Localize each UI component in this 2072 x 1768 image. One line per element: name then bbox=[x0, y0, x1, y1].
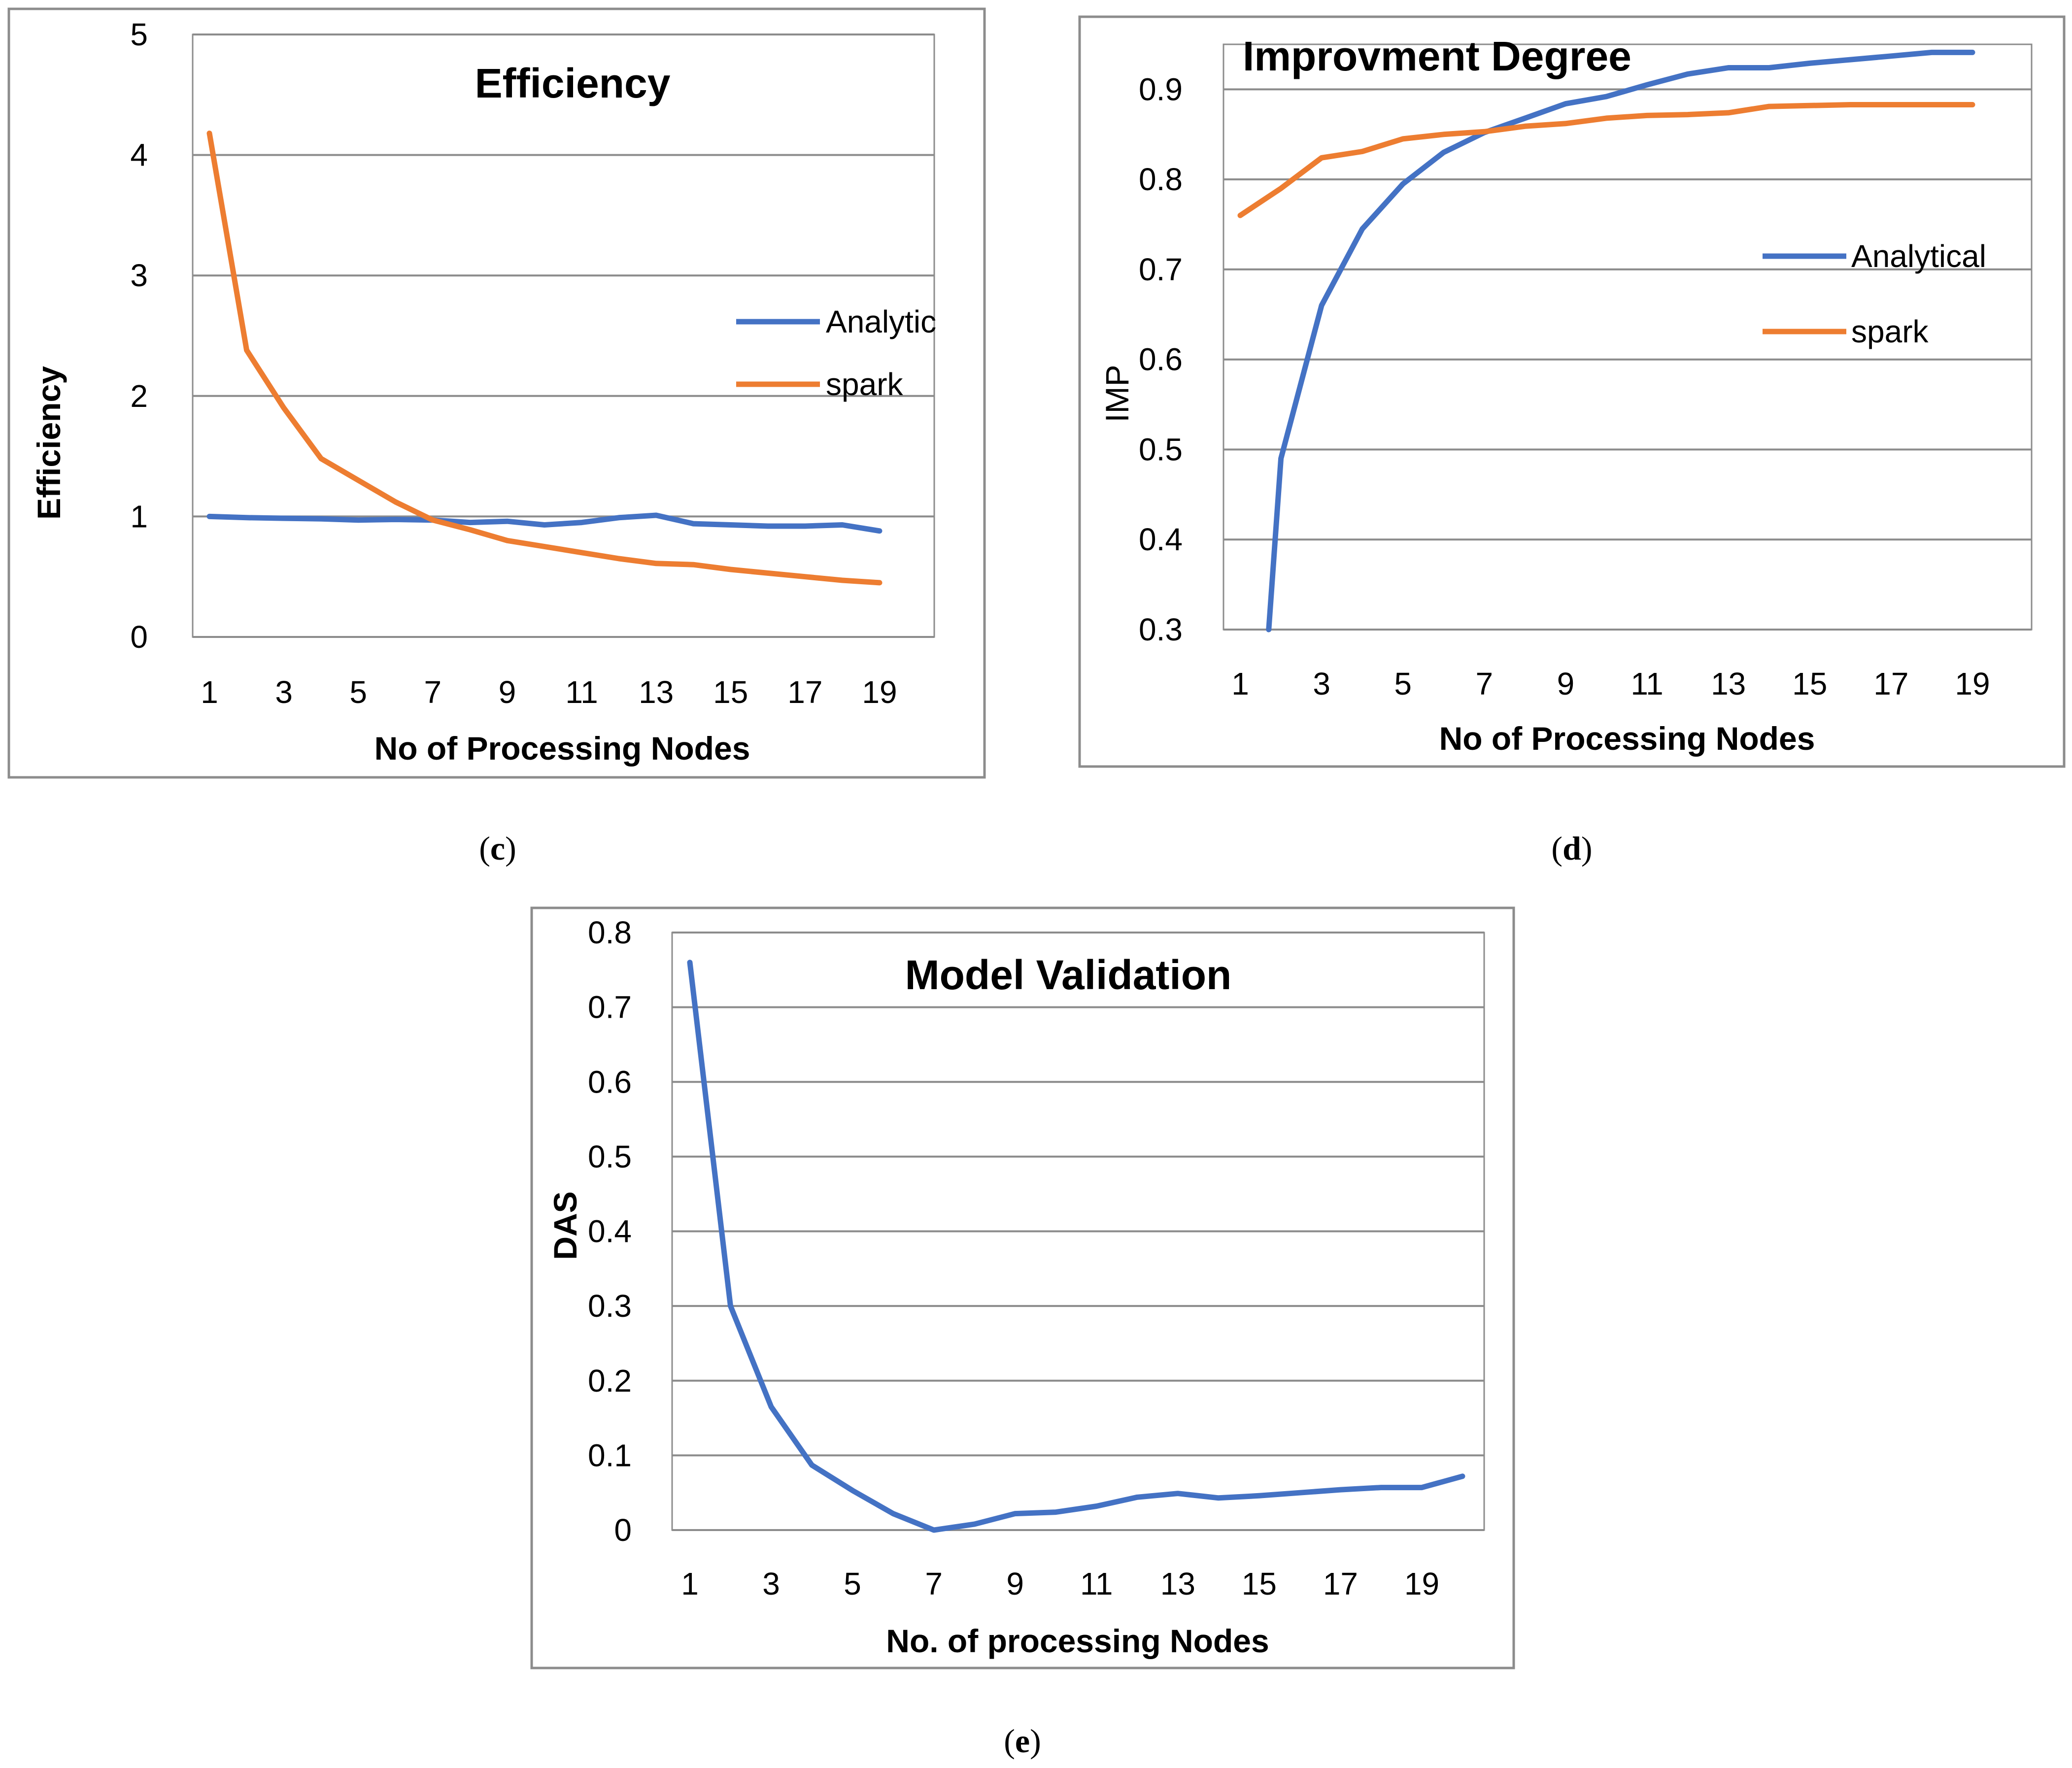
y-tick-label: 1 bbox=[130, 499, 148, 534]
svg-text:(e): (e) bbox=[1004, 1722, 1041, 1760]
x-tick-label: 1 bbox=[1231, 666, 1249, 701]
x-tick-label: 15 bbox=[1242, 1566, 1277, 1601]
x-tick-label: 19 bbox=[1404, 1566, 1439, 1601]
x-tick-label: 5 bbox=[1394, 666, 1412, 701]
x-tick-label: 7 bbox=[424, 674, 442, 710]
improvement-chart-title: Improvment Degree bbox=[1243, 33, 1631, 79]
x-tick-label: 11 bbox=[565, 674, 598, 710]
improvement-degree-chart-panel: 0.30.40.50.60.70.80.9 1 3 5 7 9 11 13 15 17 19 Im… bbox=[1078, 15, 2066, 768]
x-tick-label: 17 bbox=[1323, 1566, 1358, 1601]
x-tick-label: 7 bbox=[1476, 666, 1494, 701]
x-tick-label: 5 bbox=[844, 1566, 861, 1601]
efficiency-y-axis-label: Efficiency bbox=[31, 366, 67, 520]
y-tick-label: 0 bbox=[614, 1512, 632, 1548]
y-tick-label: 0.3 bbox=[1139, 612, 1183, 647]
model-validation-chart-title: Model Validation bbox=[905, 952, 1232, 998]
y-tick-label: 0.5 bbox=[588, 1139, 632, 1174]
series-line-das bbox=[687, 960, 1465, 1533]
y-tick-label: 2 bbox=[130, 378, 148, 414]
y-tick-label: 4 bbox=[130, 137, 148, 173]
x-tick-label: 1 bbox=[681, 1566, 699, 1601]
legend-spark-label-d: spark bbox=[1851, 314, 1929, 349]
x-tick-label: 15 bbox=[1792, 666, 1827, 701]
efficiency-x-axis-label: No of Processing Nodes bbox=[374, 730, 750, 767]
panel-d-frame bbox=[1078, 15, 2066, 768]
x-tick-label: 11 bbox=[1080, 1566, 1113, 1601]
x-tick-label: 3 bbox=[1313, 666, 1330, 701]
improvement-legend: Analytical spark bbox=[1763, 238, 1986, 349]
svg-text:(c): (c) bbox=[479, 830, 516, 867]
x-tick-label: 17 bbox=[787, 674, 822, 710]
y-tick-label: 0.8 bbox=[1139, 162, 1183, 197]
caption-d-letter: d bbox=[1562, 830, 1581, 867]
x-tick-label: 19 bbox=[1955, 666, 1990, 701]
caption-d: (d) bbox=[1551, 830, 1592, 867]
x-tick-label: 19 bbox=[862, 674, 897, 710]
improvement-y-axis-label: IMP bbox=[1099, 365, 1135, 422]
legend-analytic-label: Analytic bbox=[826, 304, 936, 339]
x-tick-label: 9 bbox=[1557, 666, 1575, 701]
x-tick-label: 9 bbox=[499, 674, 516, 710]
x-tick-label: 17 bbox=[1873, 666, 1908, 701]
x-tick-label: 7 bbox=[925, 1566, 943, 1601]
y-tick-label: 0.6 bbox=[588, 1064, 632, 1100]
y-tick-label: 0.3 bbox=[588, 1288, 632, 1324]
caption-e-letter: e bbox=[1015, 1722, 1030, 1760]
y-tick-label: 0.5 bbox=[1139, 432, 1183, 467]
x-tick-label: 1 bbox=[201, 674, 218, 710]
y-tick-label: 0.2 bbox=[588, 1363, 632, 1399]
x-tick-label: 3 bbox=[275, 674, 293, 710]
legend-spark-label: spark bbox=[826, 367, 904, 402]
y-tick-label: 0.7 bbox=[588, 990, 632, 1025]
y-tick-label: 5 bbox=[130, 17, 148, 52]
efficiency-chart-title: Efficiency bbox=[475, 60, 671, 106]
y-tick-label: 3 bbox=[130, 258, 148, 293]
x-tick-label: 15 bbox=[713, 674, 748, 710]
x-tick-label: 13 bbox=[639, 674, 674, 710]
x-tick-label: 3 bbox=[762, 1566, 780, 1601]
caption-e: (e) bbox=[1004, 1722, 1041, 1760]
caption-c: (c) bbox=[479, 830, 516, 867]
panel-e-frame bbox=[530, 906, 1515, 1669]
y-tick-label: 0.6 bbox=[1139, 342, 1183, 377]
x-tick-label: 13 bbox=[1711, 666, 1746, 701]
x-tick-label: 11 bbox=[1630, 666, 1663, 701]
y-tick-label: 0.9 bbox=[1139, 71, 1183, 107]
model-validation-x-axis-label: No. of processing Nodes bbox=[886, 1623, 1269, 1659]
y-tick-label: 0.1 bbox=[588, 1437, 632, 1473]
y-tick-label: 0.4 bbox=[1139, 522, 1183, 557]
improvement-x-axis-label: No of Processing Nodes bbox=[1439, 720, 1815, 757]
y-tick-label: 0.8 bbox=[588, 915, 632, 950]
caption-c-letter: c bbox=[490, 830, 505, 867]
panel-c-frame bbox=[7, 7, 986, 779]
y-tick-label: 0.4 bbox=[588, 1214, 632, 1249]
x-tick-label: 9 bbox=[1006, 1566, 1024, 1601]
x-tick-label: 5 bbox=[349, 674, 367, 710]
y-tick-label: 0.7 bbox=[1139, 252, 1183, 287]
model-validation-chart-panel: 00.10.20.30.40.50.60.70.8 1 3 5 7 9 11 13 15 17 1… bbox=[530, 906, 1515, 1669]
legend-analytical-label: Analytical bbox=[1851, 238, 1986, 274]
svg-text:(d): (d) bbox=[1551, 830, 1592, 867]
model-validation-y-axis-label: DAS bbox=[547, 1191, 583, 1260]
x-tick-label: 13 bbox=[1160, 1566, 1195, 1601]
efficiency-legend: Analytic spark bbox=[736, 304, 936, 402]
y-tick-label: 0 bbox=[130, 619, 148, 655]
